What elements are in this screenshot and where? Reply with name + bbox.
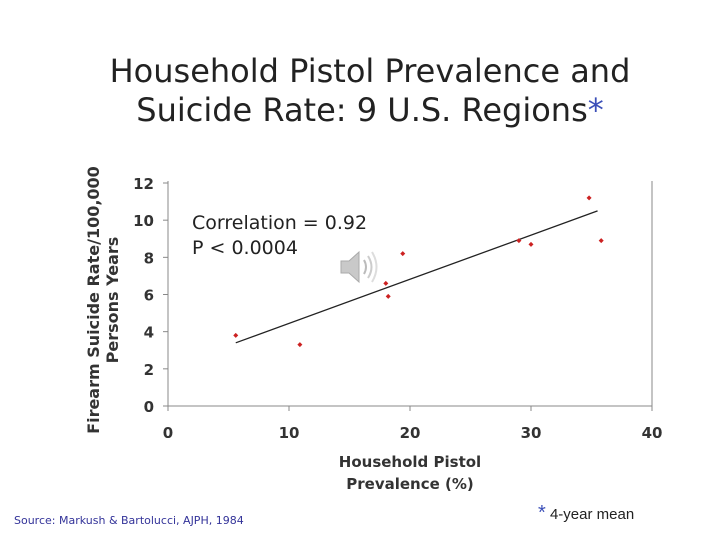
y-axis-label-line-1: Firearm Suicide Rate/100,000 xyxy=(84,166,103,434)
data-point xyxy=(297,342,303,348)
x-axis-label: Household Pistol Prevalence (%) xyxy=(320,451,500,495)
title-line-2-text: Suicide Rate: 9 U.S. Regions xyxy=(136,91,588,129)
x-axis-label-line-1: Household Pistol xyxy=(338,453,482,471)
correlation-annotation: Correlation = 0.92 P < 0.0004 xyxy=(192,211,367,261)
footnote-text: 4-year mean xyxy=(549,506,635,523)
title-asterisk: * xyxy=(587,91,604,129)
x-tick-label: 30 xyxy=(521,424,542,442)
data-point xyxy=(516,238,522,244)
data-point xyxy=(528,241,534,247)
y-tick-label: 0 xyxy=(144,398,154,416)
p-value-text: P < 0.0004 xyxy=(192,237,298,259)
source-citation: Source: Markush & Bartolucci, AJPH, 1984 xyxy=(14,514,244,527)
y-tick-label: 4 xyxy=(144,324,154,342)
y-axis-label: Firearm Suicide Rate/100,000 Persons Yea… xyxy=(84,165,122,435)
data-point xyxy=(385,293,391,299)
y-tick-label: 10 xyxy=(133,212,154,230)
slide-title: Household Pistol Prevalence and Suicide … xyxy=(60,52,680,130)
x-tick-label: 0 xyxy=(163,424,173,442)
footnote-asterisk: * xyxy=(538,502,546,524)
data-point xyxy=(400,251,406,257)
x-tick-label: 20 xyxy=(400,424,421,442)
data-point xyxy=(586,195,592,201)
footnote: * 4-year mean xyxy=(538,502,634,525)
trend-line xyxy=(235,210,598,344)
x-tick-label: 10 xyxy=(279,424,300,442)
correlation-text: Correlation = 0.92 xyxy=(192,212,368,234)
x-tick-label: 40 xyxy=(642,424,663,442)
data-point xyxy=(233,332,239,338)
data-point xyxy=(383,280,389,286)
data-point xyxy=(598,238,604,244)
x-axis-label-line-2: Prevalence (%) xyxy=(346,475,474,493)
y-tick-label: 6 xyxy=(144,287,154,305)
title-line-2: Suicide Rate: 9 U.S. Regions* xyxy=(60,91,680,130)
y-axis-label-line-2: Persons Years xyxy=(103,236,122,364)
speaker-icon[interactable] xyxy=(338,247,384,291)
y-tick-label: 8 xyxy=(144,249,154,267)
title-line-1: Household Pistol Prevalence and xyxy=(109,52,631,90)
y-tick-label: 12 xyxy=(133,175,154,193)
y-tick-label: 2 xyxy=(144,361,154,379)
